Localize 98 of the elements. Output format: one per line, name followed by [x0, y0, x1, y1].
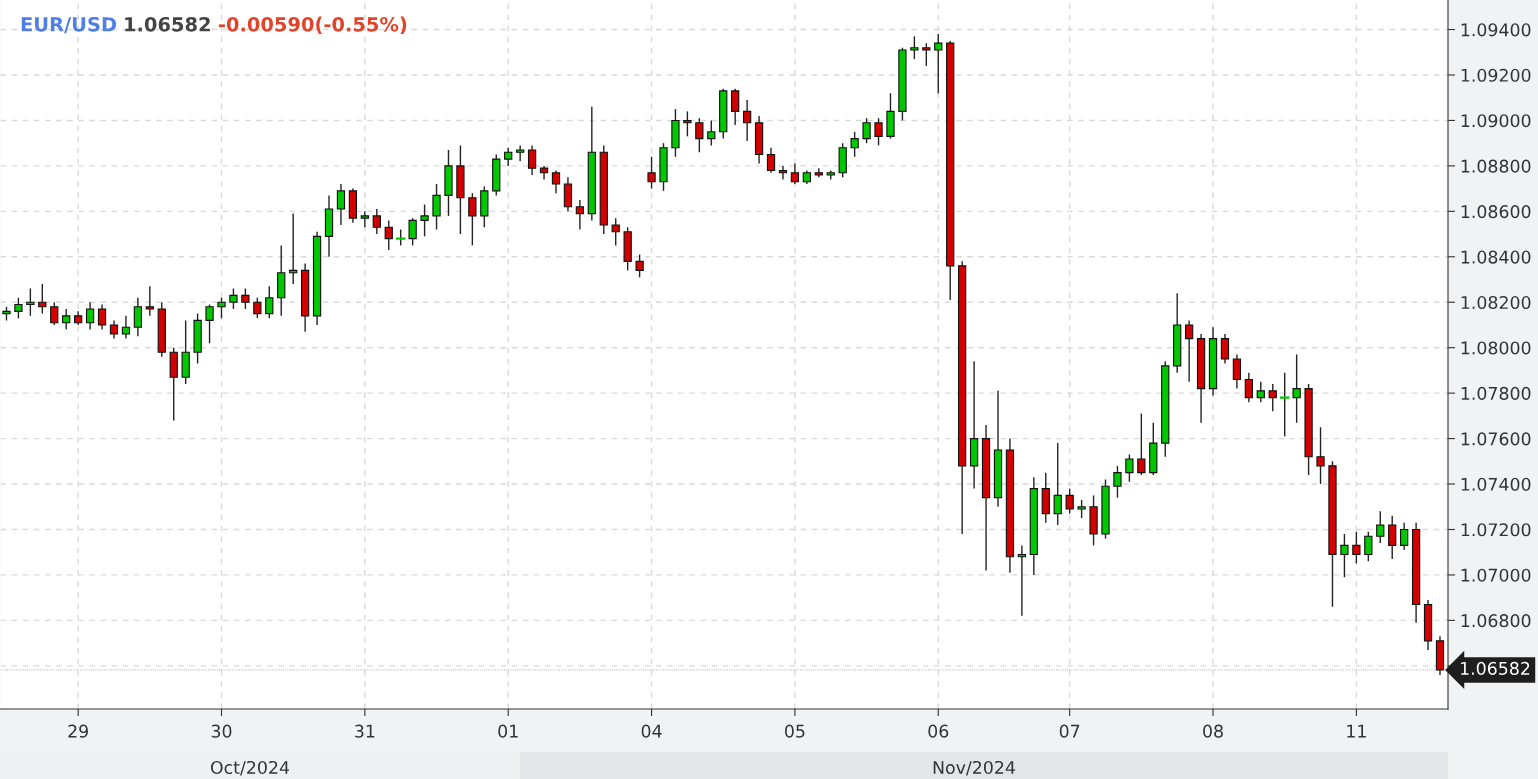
candlestick	[109, 319, 119, 340]
y-tick-label: 1.07800	[1461, 386, 1531, 400]
candlestick	[551, 169, 561, 194]
x-tick-label: 08	[1203, 724, 1223, 738]
candlestick	[1340, 533, 1349, 578]
candlestick	[766, 147, 776, 174]
y-tick-label: 1.07600	[1461, 432, 1531, 446]
y-tick-label: 1.08800	[1461, 159, 1531, 173]
x-tick-label: 31	[355, 724, 375, 738]
candlestick	[1388, 515, 1397, 560]
candlestick	[26, 287, 35, 317]
candlestick	[1125, 453, 1134, 483]
candlestick	[742, 99, 752, 142]
candlestick	[1220, 333, 1230, 365]
x-tick-label: 06	[928, 724, 949, 738]
candlestick	[205, 303, 214, 344]
candlestick	[217, 296, 226, 319]
candlestick	[1352, 531, 1361, 565]
x-tick-label: 30	[211, 724, 232, 738]
candlestick	[145, 285, 154, 317]
candlestick	[384, 219, 393, 251]
candlestick	[360, 210, 369, 228]
candlestick	[1113, 465, 1122, 499]
candlestick	[1256, 381, 1265, 403]
candlestick	[1065, 487, 1074, 515]
candlestick	[420, 203, 429, 238]
x-tick-label: 05	[785, 724, 805, 738]
candlestick	[1244, 371, 1253, 403]
candlestick	[62, 308, 71, 331]
candlestick	[1400, 521, 1409, 551]
candlestick	[432, 183, 441, 231]
candlestick	[38, 283, 47, 315]
candlestick	[468, 192, 477, 247]
text: Nov/2024	[933, 760, 1015, 776]
candlestick	[1137, 412, 1146, 476]
x-tick-label: 01	[498, 724, 518, 738]
x-tick-label: 04	[641, 724, 662, 738]
candlestick	[647, 156, 656, 190]
y-tick-label: 1.09400	[1461, 23, 1531, 37]
candlestick	[1077, 499, 1086, 519]
y-tick-label: 1.09000	[1461, 114, 1531, 128]
candlestick	[695, 117, 704, 153]
candlestick	[1232, 353, 1242, 390]
y-tick-label: 1.06800	[1461, 614, 1531, 628]
candlestick	[1280, 371, 1290, 438]
candlestick	[1053, 442, 1062, 526]
candlestick	[1268, 383, 1277, 413]
x-tick-label: 07	[1059, 724, 1080, 738]
candlestick	[241, 287, 250, 310]
candlestick	[229, 287, 238, 310]
y-tick-label: 1.08400	[1461, 250, 1531, 264]
candlestick	[14, 296, 23, 319]
candlestick	[372, 208, 381, 235]
candlestick	[790, 162, 800, 185]
annotation: -0.00590(-0.55%)	[218, 16, 407, 34]
candlestick	[731, 87, 740, 126]
candlestick	[253, 296, 262, 319]
y-tick-label: 1.08600	[1461, 205, 1531, 219]
candlestick	[575, 199, 585, 231]
text: EUR/USD	[21, 16, 117, 34]
candlestick	[121, 315, 131, 340]
candlestick	[910, 35, 919, 60]
candlestick	[1292, 353, 1301, 424]
x-tick-label: 29	[68, 724, 88, 738]
y-tick-label: 1.07000	[1461, 568, 1531, 582]
candlestick	[1316, 426, 1325, 485]
candlestick	[50, 301, 59, 326]
candlestick	[862, 117, 871, 144]
candlestick	[408, 217, 417, 247]
candlestick	[1364, 531, 1373, 562]
y-tick-label: 1.08000	[1461, 341, 1531, 355]
text: Oct/2024	[210, 760, 290, 776]
candlestick	[527, 144, 537, 176]
candlestick	[504, 147, 513, 167]
candlestick	[1376, 510, 1385, 544]
y-tick-label: 1.08200	[1461, 295, 1531, 310]
candlestick	[1184, 319, 1194, 383]
candlestick	[683, 110, 692, 138]
candlestick	[97, 303, 107, 331]
x-tick-label: 11	[1347, 724, 1366, 738]
candlestick	[336, 183, 346, 226]
text: 1.06582	[125, 16, 210, 32]
candlestick	[635, 253, 644, 278]
candlestick	[133, 296, 143, 338]
candlestick	[611, 217, 620, 247]
ref-line-label: 1.06582	[1461, 661, 1530, 675]
candlestick	[707, 119, 716, 147]
candlestick	[922, 42, 931, 67]
y-tick-label: 1.07200	[1461, 523, 1531, 537]
candlestick	[934, 33, 943, 94]
candlestick	[874, 117, 883, 147]
candlestick	[516, 144, 525, 163]
candlestick	[85, 301, 95, 331]
y-tick-label: 1.07400	[1461, 477, 1531, 491]
y-tick-label: 1.09200	[1461, 68, 1531, 82]
candlestick	[850, 131, 859, 158]
candlestick	[265, 285, 274, 319]
candlestick	[563, 176, 573, 213]
